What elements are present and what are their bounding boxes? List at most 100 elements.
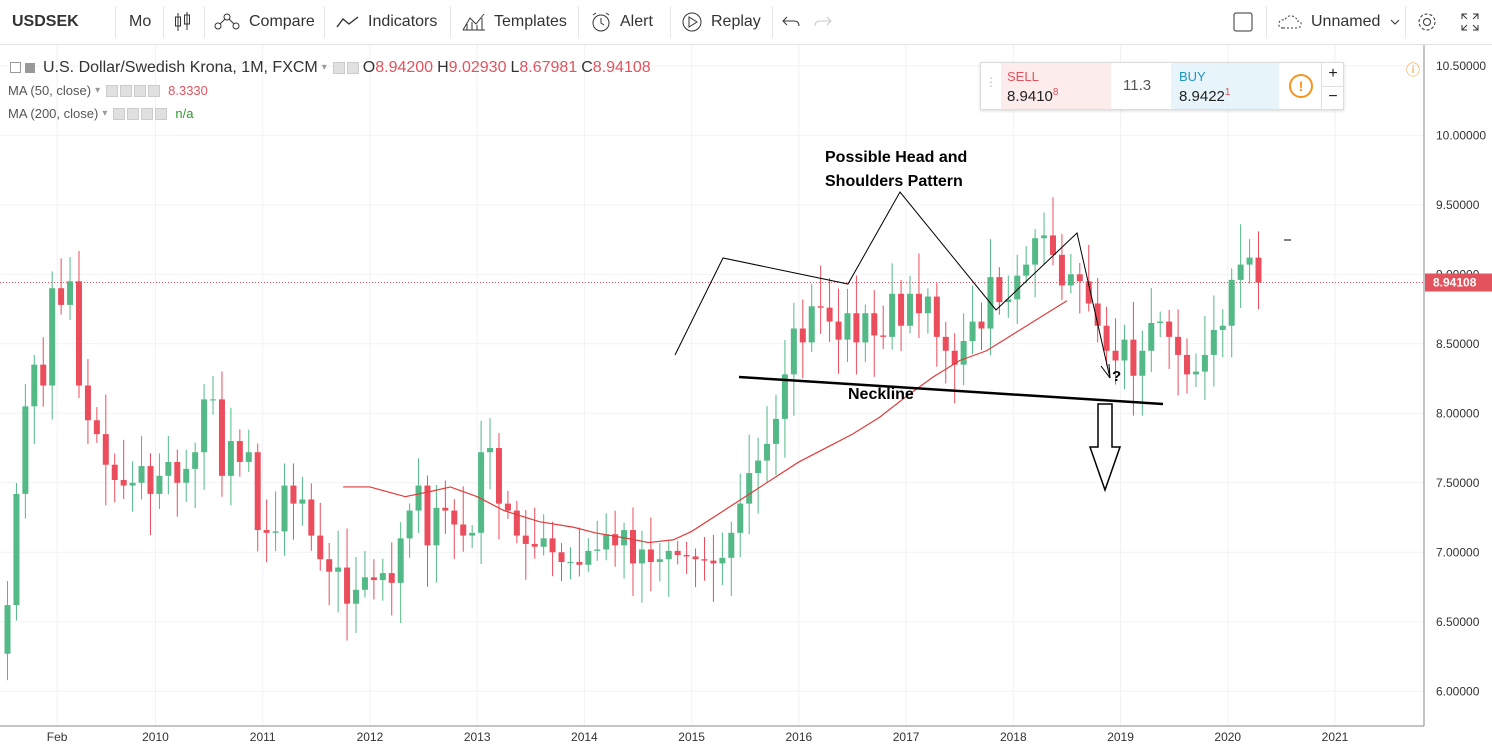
- candle-body: [665, 550, 672, 560]
- candle-body: [433, 507, 440, 546]
- top-toolbar: USDSEK Mo Compare Indicators Templates A…: [0, 0, 1492, 45]
- candle-body: [817, 306, 824, 308]
- decrease-button[interactable]: −: [1321, 86, 1344, 109]
- layout-menu[interactable]: Unnamed: [1277, 0, 1400, 44]
- templates-icon: [462, 13, 485, 31]
- candle-body: [603, 534, 610, 550]
- interval-button[interactable]: Mo: [129, 0, 151, 44]
- candle-body: [22, 406, 29, 494]
- replay-button[interactable]: Replay: [681, 0, 761, 44]
- neckline[interactable]: [738, 375, 1164, 406]
- price-axis[interactable]: 6.00000 6.50000 7.00000 7.50000 8.00000 8.500…: [1436, 59, 1486, 698]
- compare-label: Compare: [249, 13, 315, 30]
- settings-icon[interactable]: [127, 107, 140, 120]
- symbol-search[interactable]: USDSEK: [12, 0, 79, 44]
- collapse-icon[interactable]: [10, 62, 21, 73]
- candle-body: [764, 443, 771, 461]
- candles-series: [4, 197, 1262, 681]
- chart-style-button[interactable]: [173, 0, 193, 44]
- close-icon[interactable]: [155, 107, 168, 120]
- candle-body: [1112, 350, 1119, 361]
- candle-body: [397, 538, 404, 583]
- head-shoulders-label-1: Possible Head and: [825, 149, 967, 166]
- alert-button[interactable]: Alert: [590, 0, 653, 44]
- candle-body: [594, 549, 601, 551]
- candle-body: [1228, 279, 1235, 326]
- candle-body: [808, 306, 815, 343]
- buy-sell-panel: ⋮⋮ SELL 8.94108 11.3 BUY 8.94221 ! + −: [980, 62, 1344, 110]
- eye-icon[interactable]: [106, 84, 119, 97]
- eye-icon[interactable]: [332, 61, 345, 74]
- compare-button[interactable]: Compare: [213, 0, 315, 44]
- fullscreen-button[interactable]: [1460, 0, 1480, 44]
- drawing-annotations[interactable]: [674, 191, 1291, 493]
- settings-button[interactable]: [1416, 0, 1438, 44]
- source-icon[interactable]: [141, 107, 154, 120]
- candle-body: [245, 452, 252, 462]
- candle-body: [772, 418, 779, 444]
- candle-body: [478, 452, 485, 533]
- ohlc-open: O8.94200: [362, 58, 434, 76]
- ma50-label: MA (50, close): [8, 83, 92, 98]
- toolbar-divider: [578, 6, 579, 38]
- settings-icon[interactable]: [346, 61, 359, 74]
- time-axis[interactable]: Feb 2010 2011 2012 2013 2014 2015 2016 2017 2018 2…: [47, 730, 1349, 744]
- time-tick-label: 2021: [1322, 730, 1349, 744]
- source-icon[interactable]: [134, 84, 147, 97]
- candle-body: [933, 296, 940, 337]
- candle-body: [147, 466, 154, 494]
- chevron-down-icon[interactable]: ▾: [95, 85, 101, 96]
- candle-body: [424, 485, 431, 546]
- expand-icon: [1461, 13, 1479, 31]
- candle-body: [746, 473, 753, 504]
- candle-body: [1246, 257, 1253, 265]
- eye-icon[interactable]: [113, 107, 126, 120]
- candle-body: [335, 567, 342, 572]
- sell-price: 8.94108: [1007, 87, 1059, 105]
- candle-body: [415, 485, 422, 511]
- candle-body: [344, 567, 351, 604]
- ma50-legend[interactable]: MA (50, close) ▾ 8.3330: [8, 79, 651, 102]
- candle-body: [111, 464, 118, 481]
- chevron-down-icon[interactable]: ▾: [321, 62, 327, 73]
- candle-body: [308, 499, 315, 536]
- templates-button[interactable]: Templates: [462, 0, 567, 44]
- buy-button[interactable]: BUY 8.94221: [1171, 63, 1279, 109]
- replay-icon: [682, 12, 702, 32]
- series-title[interactable]: U.S. Dollar/Swedish Krona, 1M, FXCM: [43, 58, 318, 76]
- indicators-button[interactable]: Indicators: [336, 0, 437, 44]
- fullscreen-layout-button[interactable]: [1232, 0, 1254, 44]
- warning-icon[interactable]: !: [1289, 74, 1313, 98]
- candle-body: [978, 321, 985, 329]
- sell-button[interactable]: SELL 8.94108: [1001, 63, 1111, 109]
- alert-label: Alert: [620, 13, 653, 30]
- down-arrow[interactable]: [1088, 403, 1122, 493]
- candle-body: [790, 328, 797, 375]
- candle-body: [1076, 274, 1083, 282]
- undo-button[interactable]: [782, 0, 800, 44]
- candle-body: [1192, 371, 1199, 375]
- chart-legend: U.S. Dollar/Swedish Krona, 1M, FXCM ▾ O8…: [8, 56, 651, 125]
- candle-body: [254, 452, 261, 531]
- candle-body: [120, 480, 127, 486]
- price-tick-label: 8.50000: [1436, 337, 1480, 351]
- candle-body: [31, 364, 38, 407]
- ma200-legend[interactable]: MA (200, close) ▾ n/a: [8, 102, 651, 125]
- candle-body: [174, 461, 181, 483]
- ma200-label: MA (200, close): [8, 106, 99, 121]
- time-tick-label: 2015: [678, 730, 705, 744]
- candle-body: [1175, 336, 1182, 355]
- redo-button[interactable]: [814, 0, 832, 44]
- candle-body: [1219, 325, 1226, 330]
- settings-icon[interactable]: [120, 84, 133, 97]
- candle-body: [1148, 322, 1155, 351]
- sell-label: SELL: [1007, 69, 1039, 84]
- candle-body: [272, 531, 279, 533]
- increase-button[interactable]: +: [1321, 63, 1344, 87]
- close-icon[interactable]: [148, 84, 161, 97]
- chevron-down-icon[interactable]: ▾: [102, 108, 108, 119]
- left-shoulder-line[interactable]: [674, 191, 1111, 379]
- candle-body: [719, 557, 726, 564]
- toolbar-divider: [772, 6, 773, 38]
